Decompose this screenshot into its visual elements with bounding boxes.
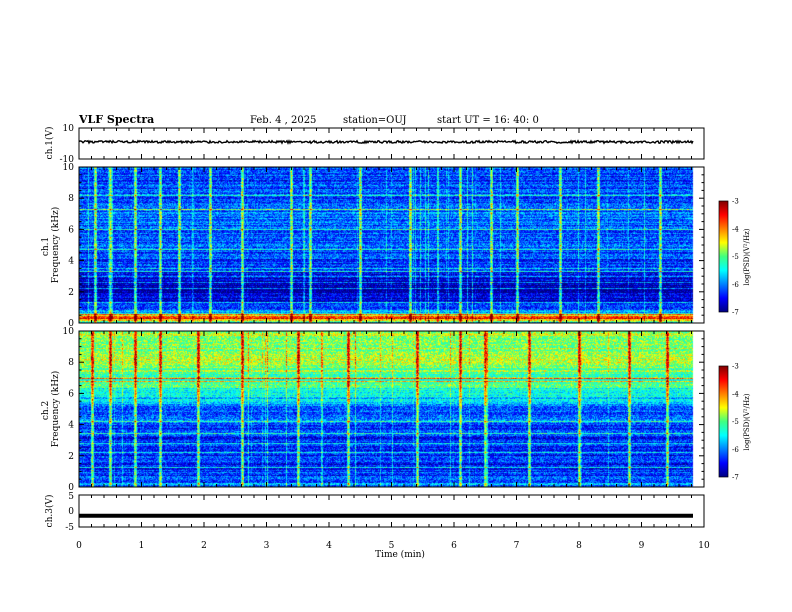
axis-ticks [78,128,705,527]
x-tick-label: 0 [76,541,82,551]
ch1-spectrogram-ytick-label: 10 [63,163,75,173]
ch1-spectrogram-ytick-label: 2 [68,288,74,298]
x-tick-label: 9 [639,541,645,551]
x-axis-label: Time (min) [375,549,425,560]
ch2-colorbar: -3 -4 -5 -6 -7 log(PSD)(V²/Hz) [718,363,751,482]
station-label: station=OUJ [343,115,407,126]
ch1-spectrogram-ytick-label: 8 [68,194,74,204]
ch3-ytick-label: 5 [68,492,74,502]
x-tick-label: 1 [139,541,145,551]
ch1-colorbar: -3 -4 -5 -6 -7 log(PSD)(V²/Hz) [718,198,751,317]
ch3-ylabel: ch.3(V) [44,495,55,528]
ch2-ylabel-line2: Frequency (kHz) [50,371,61,448]
x-tick-label: 8 [576,541,582,551]
ch1-ylabel-line1: ch.1 [41,237,51,256]
ch2-colorbar-tick-label: -7 [732,474,739,482]
ch3-yticks: 5 0 -5 [65,492,74,533]
x-tick-labels: 0 1 2 3 4 5 6 7 8 9 10 [76,541,710,551]
ch2-colorbar-tick-label: -6 [732,446,739,454]
ch1-colorbar-ticks: -3 -4 -5 -6 -7 [732,198,739,317]
ch1-colorbar-tick-label: -6 [732,281,739,289]
ch1-colorbar-label: log(PSD)(V²/Hz) [743,228,751,285]
ch2-spectrogram-panel [78,330,705,488]
ch2-colorbar-tick-label: -5 [732,418,739,426]
ch3-waveform-panel [78,494,705,528]
ch1-trace [78,139,694,145]
ch1-colorbar-tick-label: -5 [732,253,739,261]
ch1-ylabel: ch.1(V) [44,127,55,160]
ch1-colorbar-tick-label: -7 [732,309,739,317]
start-time-label: start UT = 16: 40: 0 [437,115,539,126]
ch1-spectrogram-image [79,167,704,323]
ch2-spectrogram-ytick-label: 8 [68,358,74,368]
ch3-ytick-label: -5 [65,523,74,533]
ch2-spectrogram-ylabel: ch.2 Frequency (kHz) [41,371,61,448]
ch2-spectrogram-ytick-label: 0 [68,483,74,493]
ch1-colorbar-tick-label: -4 [732,225,739,233]
x-tick-label: 3 [264,541,270,551]
x-tick-label: 2 [201,541,207,551]
ch3-ytick-label: 0 [68,507,74,517]
ch1-spectrogram-ylabel: ch.1 Frequency (kHz) [41,207,61,284]
ch1-yticks: 10 -10 [60,124,75,165]
ch2-spectrogram-ytick-label: 10 [63,327,75,337]
x-tick-label: 7 [514,541,520,551]
ch2-spectrogram-image [79,331,704,487]
ch1-ytick-label: 10 [63,124,75,134]
ch1-spectrogram-ytick-label: 4 [68,257,74,267]
x-tick-label: 6 [451,541,457,551]
x-tick-label: 4 [326,541,332,551]
ch1-spectrogram-yticks: 0 2 4 6 8 10 [63,163,75,329]
x-tick-label: 10 [698,541,710,551]
ch2-colorbar-tick-label: -4 [732,390,739,398]
ch1-spectrogram-panel [78,166,705,324]
ch1-colorbar-tick-label: -3 [732,198,739,206]
ch1-ylabel-line2: Frequency (kHz) [50,207,61,284]
ch2-colorbar-ticks: -3 -4 -5 -6 -7 [732,363,739,482]
ch2-spectrogram-yticks: 0 2 4 6 8 10 [63,327,75,493]
ch2-colorbar-label: log(PSD)(V²/Hz) [743,393,751,450]
ch1-spectrogram-ytick-label: 6 [68,225,74,235]
ch1-spectrogram-ytick-label: 0 [68,319,74,329]
ch1-ytick-label: -10 [60,155,75,165]
ch1-waveform-panel [78,127,705,160]
figure-title: VLF Spectra [78,113,154,126]
x-tick-label: 5 [389,541,395,551]
ch2-spectrogram-ytick-label: 2 [68,452,74,462]
date-label: Feb. 4 , 2025 [250,115,316,126]
ch2-colorbar-tick-label: -3 [732,363,739,371]
ch2-spectrogram-ytick-label: 6 [68,389,74,399]
ch2-ylabel-line1: ch.2 [41,401,51,420]
ch2-spectrogram-ytick-label: 4 [68,421,74,431]
